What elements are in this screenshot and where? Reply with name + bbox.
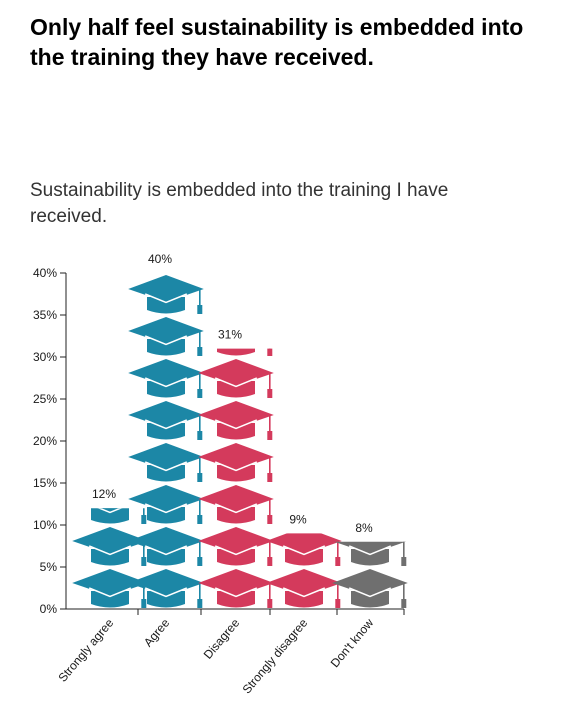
cap-base xyxy=(285,549,323,566)
cap-fold xyxy=(214,503,258,514)
y-tick-label: 25% xyxy=(33,392,57,406)
cap-base xyxy=(147,507,185,524)
cap-base xyxy=(91,591,129,608)
cap-fold xyxy=(144,503,188,514)
cap-tassel xyxy=(267,473,273,482)
cap-base xyxy=(217,348,255,356)
category-label: Strongly agree xyxy=(55,616,116,685)
cap-tassel xyxy=(141,599,147,608)
cap-base xyxy=(147,339,185,356)
cap-base xyxy=(351,549,389,566)
cap-tassel xyxy=(401,599,407,608)
cap-fold xyxy=(144,419,188,430)
cap-fold xyxy=(214,587,258,598)
value-label: 8% xyxy=(355,521,373,535)
value-label: 9% xyxy=(289,512,307,526)
cap-fold xyxy=(348,587,392,598)
cap-base xyxy=(147,423,185,440)
chart-title: Sustainability is embedded into the trai… xyxy=(30,180,449,227)
cap-fold xyxy=(144,461,188,472)
cap-fold xyxy=(282,545,326,556)
cap-tassel xyxy=(267,515,273,524)
cap-base xyxy=(147,591,185,608)
cap-tassel xyxy=(141,557,147,566)
y-tick-label: 5% xyxy=(40,560,58,574)
cap-base xyxy=(91,508,129,524)
cap-tassel xyxy=(197,599,203,608)
cap-tassel xyxy=(197,473,203,482)
bar-disagree xyxy=(198,348,274,608)
cap-tassel xyxy=(267,557,273,566)
cap-fold xyxy=(97,508,123,514)
cap-fold xyxy=(88,587,132,598)
value-label: 12% xyxy=(92,487,116,501)
cap-tassel xyxy=(197,431,203,440)
y-tick-label: 30% xyxy=(33,350,57,364)
cap-tassel xyxy=(197,557,203,566)
headline: Only half feel sustainability is embedde… xyxy=(30,14,524,70)
category-label: Disagree xyxy=(201,616,243,662)
value-label: 31% xyxy=(218,328,242,342)
cap-fold xyxy=(144,293,188,304)
cap-base xyxy=(217,507,255,524)
cap-base xyxy=(217,465,255,482)
cap-board xyxy=(266,533,342,554)
cap-fold xyxy=(88,545,132,556)
y-tick-label: 10% xyxy=(33,518,57,532)
cap-tassel xyxy=(197,347,203,356)
cap-base xyxy=(217,381,255,398)
y-tick-label: 15% xyxy=(33,476,57,490)
cap-tassel xyxy=(267,348,273,356)
cap-base xyxy=(147,297,185,314)
cap-fold xyxy=(348,545,392,556)
bar-don-t-know xyxy=(332,541,408,608)
category-label: Don't know xyxy=(328,616,377,670)
cap-fold xyxy=(144,335,188,346)
cap-fold xyxy=(144,545,188,556)
cap-tassel xyxy=(267,389,273,398)
cap-fold xyxy=(144,377,188,388)
cap-fold xyxy=(214,461,258,472)
cap-tassel xyxy=(141,515,147,524)
cap-tassel xyxy=(197,389,203,398)
y-tick-label: 0% xyxy=(40,602,58,616)
category-label: Strongly disagree xyxy=(240,616,311,697)
cap-base xyxy=(147,381,185,398)
value-label: 40% xyxy=(148,252,172,266)
cap-fold xyxy=(214,377,258,388)
cap-board xyxy=(334,541,406,554)
cap-tassel xyxy=(197,305,203,314)
cap-base xyxy=(351,591,389,608)
y-tick-label: 35% xyxy=(33,308,57,322)
cap-base xyxy=(147,549,185,566)
bar-strongly-agree xyxy=(72,508,148,608)
cap-tassel xyxy=(335,599,341,608)
cap-fold xyxy=(282,587,326,598)
cap-tassel xyxy=(335,557,341,566)
cap-tassel xyxy=(267,431,273,440)
cap-fold xyxy=(144,587,188,598)
bar-strongly-disagree xyxy=(266,533,342,608)
cap-fold xyxy=(214,545,258,556)
y-tick-label: 20% xyxy=(33,434,57,448)
cap-tassel xyxy=(197,515,203,524)
cap-base xyxy=(285,591,323,608)
cap-tassel xyxy=(267,599,273,608)
cap-base xyxy=(217,591,255,608)
y-tick-label: 40% xyxy=(33,266,57,280)
cap-fold xyxy=(214,419,258,430)
cap-base xyxy=(217,549,255,566)
cap-base xyxy=(217,423,255,440)
cap-base xyxy=(91,549,129,566)
bar-agree xyxy=(128,275,204,608)
cap-base xyxy=(147,465,185,482)
cap-tassel xyxy=(401,557,407,566)
category-label: Agree xyxy=(141,616,173,650)
